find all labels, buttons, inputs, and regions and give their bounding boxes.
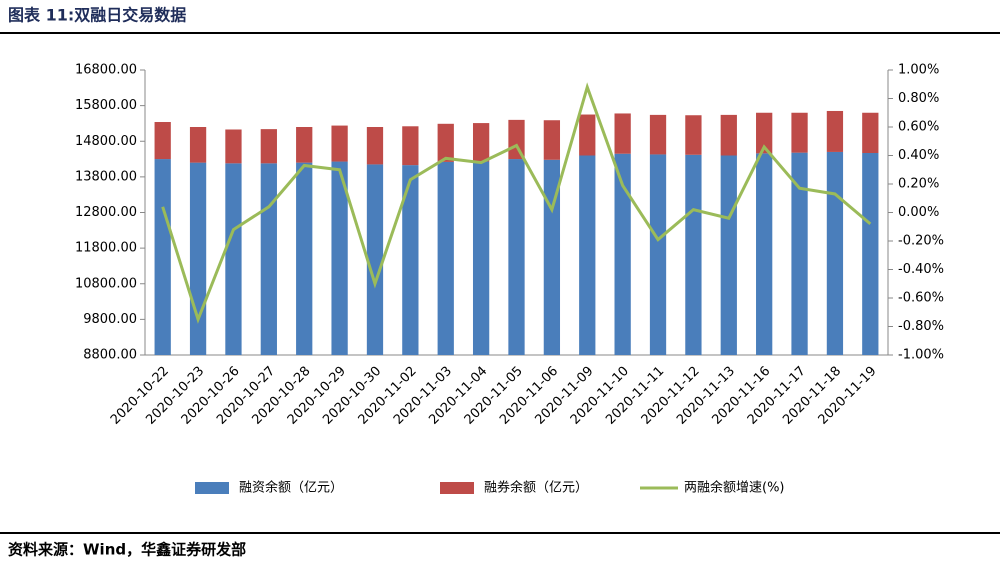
bar <box>614 153 631 355</box>
bar <box>720 155 737 355</box>
bar <box>225 129 242 164</box>
bar <box>508 119 525 160</box>
bar <box>296 162 313 355</box>
y2-tick-label: 0.60% <box>898 120 939 135</box>
y-tick-label: 16800.00 <box>75 63 137 78</box>
bar <box>756 153 773 355</box>
y-tick-label: 12800.00 <box>75 205 137 220</box>
bar <box>437 123 454 162</box>
bar <box>649 154 667 355</box>
legend-swatch <box>195 482 229 494</box>
bar <box>862 153 879 355</box>
bar <box>791 152 808 355</box>
y2-tick-label: 1.00% <box>898 63 939 78</box>
bar <box>260 163 277 355</box>
bar <box>225 163 242 355</box>
legend-label: 两融余额增速(%) <box>684 480 785 496</box>
y-tick-label: 11800.00 <box>75 241 137 256</box>
y2-tick-label: -0.20% <box>898 234 944 249</box>
bar <box>331 161 348 355</box>
source: 资料来源：Wind，华鑫证券研发部 <box>8 541 246 559</box>
bar <box>685 154 702 355</box>
y2-tick-label: -0.80% <box>898 319 944 334</box>
y-tick-label: 13800.00 <box>75 169 137 184</box>
bar <box>472 161 490 355</box>
bar <box>649 114 667 155</box>
legend-swatch <box>440 482 474 494</box>
y2-tick-label: 0.00% <box>898 205 939 220</box>
y2-tick-label: 0.20% <box>898 177 939 192</box>
y2-tick-label: -0.60% <box>898 291 944 306</box>
bar <box>189 127 207 163</box>
bar <box>331 125 348 162</box>
bar <box>579 114 596 156</box>
y2-tick-label: 0.80% <box>898 91 939 106</box>
bar <box>154 122 171 160</box>
bar <box>189 162 207 355</box>
bar <box>614 113 631 154</box>
y-tick-label: 9800.00 <box>83 312 137 327</box>
y2-tick-label: -0.40% <box>898 262 944 277</box>
bar <box>826 110 844 152</box>
bar <box>366 127 384 165</box>
y-tick-label: 10800.00 <box>75 276 137 291</box>
chart-title: 图表 11:双融日交易数据 <box>8 6 186 25</box>
bar <box>756 112 773 154</box>
bar <box>366 164 384 355</box>
y-tick-label: 8800.00 <box>83 348 137 363</box>
bar <box>296 127 313 163</box>
bar <box>720 114 737 156</box>
bar <box>543 120 561 160</box>
bar <box>579 155 596 355</box>
bar <box>260 129 277 164</box>
y2-tick-label: -1.00% <box>898 348 944 363</box>
bar <box>402 126 419 166</box>
legend-label: 融资余额（亿元） <box>239 480 343 496</box>
bar <box>154 159 171 355</box>
bar <box>437 161 454 355</box>
y-tick-label: 14800.00 <box>75 134 137 149</box>
bar <box>826 151 844 355</box>
bar <box>685 115 702 155</box>
bar <box>402 165 419 355</box>
bar <box>543 159 561 355</box>
y2-tick-label: 0.40% <box>898 148 939 163</box>
bar <box>508 159 525 355</box>
bar <box>791 112 808 153</box>
legend-label: 融券余额（亿元） <box>484 480 588 496</box>
line <box>161 82 872 324</box>
bar <box>472 123 490 162</box>
y-tick-label: 15800.00 <box>75 98 137 113</box>
bar <box>862 112 879 154</box>
